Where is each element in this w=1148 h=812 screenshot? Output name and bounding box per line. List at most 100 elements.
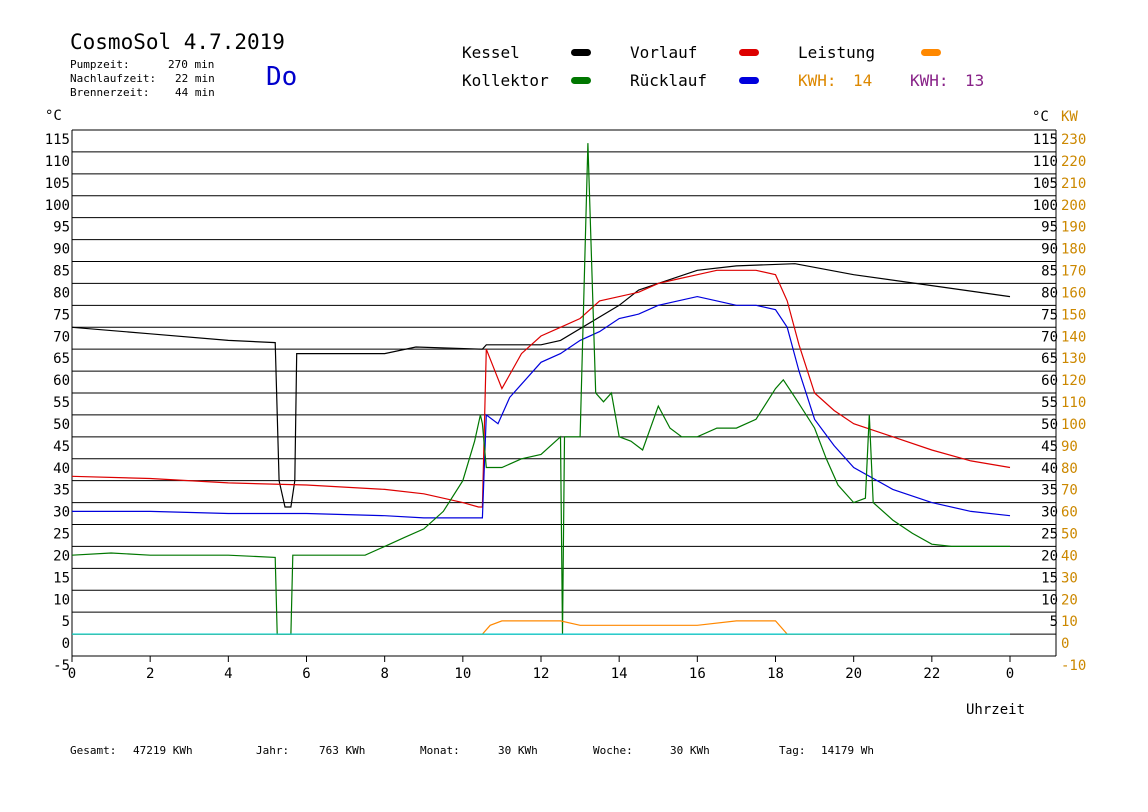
legend-kessel-swatch <box>571 49 591 56</box>
legend-kollektor-swatch <box>571 77 591 84</box>
legend-kollektor-label: Kollektor <box>462 71 549 90</box>
y-tick-label-right: 20 <box>1041 548 1058 564</box>
y-axis-unit-right: °C <box>1032 109 1049 125</box>
kw-tick-label: 50 <box>1061 527 1078 543</box>
kw-tick-label: 180 <box>1061 242 1086 258</box>
y-tick-label-left: 95 <box>53 220 70 236</box>
kw-tick-label: 210 <box>1061 176 1086 192</box>
y-tick-label-left: 50 <box>53 417 70 433</box>
y-tick-label-left: 65 <box>53 351 70 367</box>
footer-monat-value: 30 KWh <box>498 744 538 757</box>
info-nachlaufzeit-label: Nachlaufzeit: <box>70 72 157 85</box>
kw-tick-label: 100 <box>1061 417 1086 433</box>
weekday-label: Do <box>266 62 298 92</box>
y-tick-label-left: 0 <box>62 636 70 652</box>
legend-kwh1-label: KWH: <box>798 71 837 90</box>
y-tick-label-right: 40 <box>1041 461 1058 477</box>
x-tick-label: 4 <box>224 666 232 682</box>
y-tick-label-left: 25 <box>53 527 70 543</box>
y-tick-label-right: 75 <box>1041 307 1058 323</box>
legend-ruecklauf-label: Rücklauf <box>630 71 708 90</box>
legend-vorlauf-swatch <box>739 49 759 56</box>
y-tick-label-right: 90 <box>1041 242 1058 258</box>
info-nachlaufzeit-value: 22 min <box>175 72 215 85</box>
y-tick-label-right: 100 <box>1033 198 1058 214</box>
kw-axis-unit: KW <box>1061 109 1078 125</box>
kw-tick-label: 190 <box>1061 220 1086 236</box>
kw-tick-label: -10 <box>1061 658 1086 674</box>
y-tick-label-left: 60 <box>53 373 70 389</box>
y-tick-label-left: 100 <box>45 198 70 214</box>
y-tick-label-left: 115 <box>45 132 70 148</box>
footer-tag-value: 14179 Wh <box>821 744 874 757</box>
x-tick-label: 10 <box>454 666 471 682</box>
footer-jahr-value: 763 KWh <box>319 744 366 757</box>
legend-vorlauf-label: Vorlauf <box>630 43 698 62</box>
kw-tick-label: 80 <box>1061 461 1078 477</box>
y-tick-label-right: 10 <box>1041 592 1058 608</box>
y-tick-label-right: 15 <box>1041 570 1058 586</box>
footer-monat-label: Monat: <box>420 744 460 757</box>
footer-tag-label: Tag: <box>779 744 806 757</box>
y-tick-label-left: 40 <box>53 461 70 477</box>
info-pumpzeit-value: 270 min <box>168 58 215 71</box>
x-axis-label: Uhrzeit <box>966 702 1025 718</box>
legend-leistung-swatch <box>921 49 941 56</box>
kw-tick-label: 10 <box>1061 614 1078 630</box>
kw-tick-label: 140 <box>1061 329 1086 345</box>
legend-kwh1-value: 14 <box>853 71 873 90</box>
y-tick-label-right: 45 <box>1041 439 1058 455</box>
x-tick-label: 20 <box>845 666 862 682</box>
legend-kessel-label: Kessel <box>462 43 520 62</box>
y-tick-label-left: 35 <box>53 483 70 499</box>
y-tick-label-right: 70 <box>1041 329 1058 345</box>
y-tick-label-right: 115 <box>1033 132 1058 148</box>
x-tick-label: 6 <box>302 666 310 682</box>
y-tick-label-right: 110 <box>1033 154 1058 170</box>
chart-title: CosmoSol 4.7.2019 <box>70 30 285 54</box>
y-tick-label-left: 10 <box>53 592 70 608</box>
y-tick-label-right: 5 <box>1050 614 1058 630</box>
x-tick-label: 14 <box>611 666 628 682</box>
y-tick-label-right: 35 <box>1041 483 1058 499</box>
kw-tick-label: 200 <box>1061 198 1086 214</box>
x-tick-label: 0 <box>1006 666 1014 682</box>
y-tick-label-right: 50 <box>1041 417 1058 433</box>
series-line-r-cklauf <box>72 295 1011 519</box>
y-tick-label-right: 95 <box>1041 220 1058 236</box>
x-tick-label: 0 <box>68 666 76 682</box>
series-line-kollektor <box>71 143 1010 635</box>
y-tick-label-left: 105 <box>45 176 70 192</box>
y-tick-label-right: 25 <box>1041 527 1058 543</box>
kw-tick-label: 30 <box>1061 570 1078 586</box>
footer-jahr-label: Jahr: <box>256 744 290 757</box>
legend-kwh2-label: KWH: <box>910 71 949 90</box>
footer-gesamt-value: 47219 KWh <box>133 744 193 757</box>
kw-tick-label: 90 <box>1061 439 1078 455</box>
y-tick-label-right: 105 <box>1033 176 1058 192</box>
y-tick-label-left: 30 <box>53 505 70 521</box>
kw-tick-label: 120 <box>1061 373 1086 389</box>
y-tick-label-left: 80 <box>53 285 70 301</box>
footer-woche-value: 30 KWh <box>670 744 710 757</box>
y-tick-label-right: 30 <box>1041 505 1058 521</box>
kw-tick-label: 220 <box>1061 154 1086 170</box>
y-tick-label-right: 65 <box>1041 351 1058 367</box>
kw-tick-label: 60 <box>1061 505 1078 521</box>
y-tick-label-right: 55 <box>1041 395 1058 411</box>
x-tick-label: 12 <box>533 666 550 682</box>
kw-tick-label: 110 <box>1061 395 1086 411</box>
y-tick-label-left: 75 <box>53 307 70 323</box>
y-tick-label-left: 90 <box>53 242 70 258</box>
x-tick-label: 18 <box>767 666 784 682</box>
x-tick-label: 8 <box>380 666 388 682</box>
kw-tick-label: 170 <box>1061 264 1086 280</box>
y-axis-unit-left: °C <box>45 108 62 124</box>
kw-tick-label: 40 <box>1061 548 1078 564</box>
y-tick-label-left: 70 <box>53 329 70 345</box>
y-tick-label-left: 5 <box>62 614 70 630</box>
y-tick-label-left: 15 <box>53 570 70 586</box>
y-tick-label-right: 80 <box>1041 285 1058 301</box>
y-tick-label-left: 20 <box>53 548 70 564</box>
